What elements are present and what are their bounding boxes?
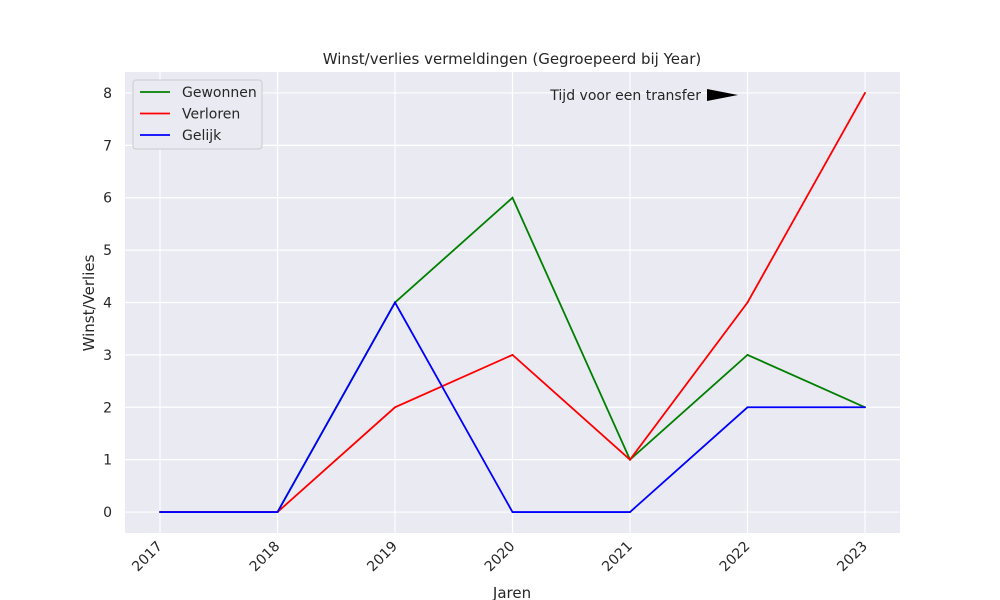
annotation-text: Tijd voor een transfer — [549, 88, 701, 104]
data-point-gelijk — [629, 511, 631, 513]
legend-label: Gelijk — [182, 128, 222, 144]
x-tick-label: 2018 — [247, 539, 284, 576]
data-point-gelijk — [159, 511, 161, 513]
chart-title: Winst/verlies vermeldingen (Gegroepeerd … — [323, 50, 701, 68]
annotation: Tijd voor een transfer — [549, 88, 738, 104]
data-point-gewonnen — [746, 353, 749, 356]
legend-label: Verloren — [182, 107, 240, 123]
data-point-gelijk — [511, 511, 514, 513]
series-lines — [159, 92, 866, 513]
x-tick-label: 2021 — [599, 539, 636, 576]
y-tick-label: 2 — [103, 400, 112, 416]
x-tick-label: 2017 — [129, 539, 166, 576]
data-point-verloren — [629, 458, 631, 461]
data-point-gelijk — [394, 301, 396, 304]
data-point-gelijk — [276, 511, 279, 513]
x-tick-label: 2019 — [364, 539, 401, 576]
y-tick-label: 3 — [103, 348, 112, 364]
x-tick-labels: 2017 2018 2019 2020 2021 2022 2023 — [129, 539, 871, 576]
data-point-gelijk — [864, 406, 866, 409]
data-point-verloren — [864, 92, 866, 94]
y-tick-label: 0 — [103, 505, 112, 521]
legend-label: Gewonnen — [182, 85, 257, 101]
y-axis-title: Winst/Verlies — [80, 254, 98, 351]
x-axis-title: Jaren — [492, 584, 531, 600]
data-point-gelijk — [746, 406, 749, 409]
legend: Gewonnen Verloren Gelijk — [132, 79, 263, 150]
x-tick-label: 2020 — [482, 539, 519, 576]
y-tick-label: 7 — [103, 138, 112, 154]
data-point-gewonnen — [511, 196, 514, 199]
y-tick-label: 8 — [103, 86, 112, 102]
data-point-verloren — [511, 353, 514, 356]
data-point-verloren — [746, 301, 749, 304]
annotation-arrow — [707, 89, 738, 101]
legend-box — [132, 79, 263, 150]
x-tick-label: 2023 — [834, 539, 871, 576]
y-tick-labels: 0 1 2 3 4 5 6 7 8 — [103, 86, 112, 521]
y-tick-label: 1 — [103, 453, 112, 469]
y-tick-label: 4 — [103, 296, 112, 312]
y-tick-label: 6 — [103, 191, 112, 207]
y-tick-label: 5 — [103, 243, 112, 259]
data-point-verloren — [394, 406, 396, 409]
x-tick-label: 2022 — [717, 539, 754, 576]
